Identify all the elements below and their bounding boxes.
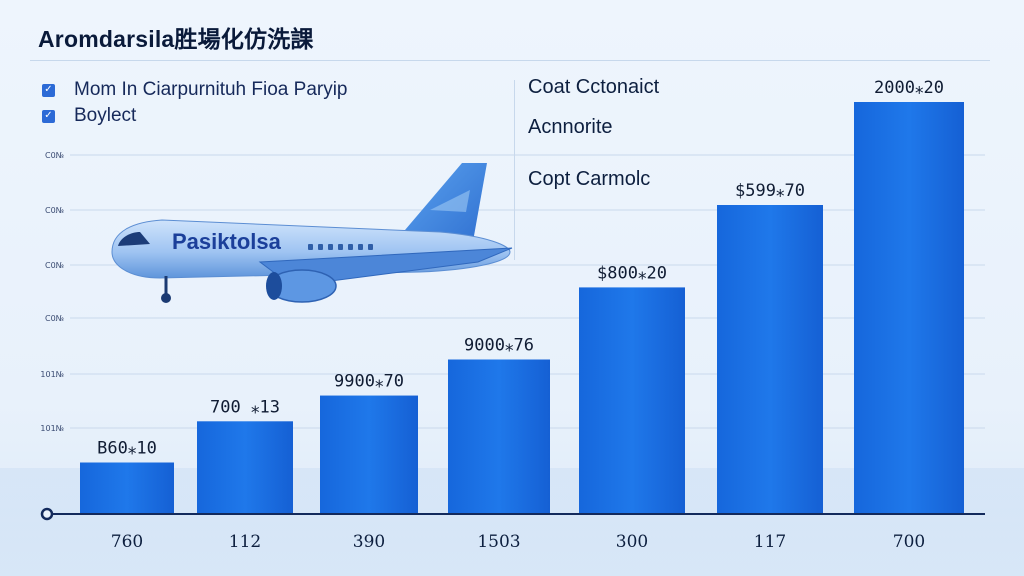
title-divider	[30, 60, 990, 61]
x-tick-label: 760	[111, 532, 143, 552]
bar	[854, 102, 964, 514]
x-tick-label: 1503	[477, 532, 520, 552]
bar	[320, 395, 418, 514]
y-tick-label: C0№	[45, 151, 65, 160]
legend-item: ✓ Boylect	[42, 104, 348, 128]
value-labels: B60⁎10 700 ⁎13 9900⁎70 9000⁎76 $800⁎20 $599⁎7…	[97, 78, 944, 459]
x-tick-label: 300	[616, 532, 648, 552]
y-tick-label: 101№	[40, 370, 64, 379]
bar	[197, 421, 293, 514]
data-label: 9900⁎70	[334, 372, 404, 392]
data-label: 9000⁎76	[464, 336, 534, 356]
y-tick-label: C0№	[45, 261, 65, 270]
annotation: Acnnorite	[528, 116, 613, 138]
data-label: B60⁎10	[97, 439, 157, 459]
legend-label: Boylect	[74, 105, 137, 126]
legend: ✓ Mom In Ciarpurnituh Fioa Paryip ✓ Boyl…	[42, 78, 348, 130]
y-tick-labels: C0№ C0№ C0№ C0№ 101№ 101№	[40, 151, 64, 433]
notes-divider	[514, 80, 515, 260]
y-tick-label: 101№	[40, 424, 64, 433]
chart-title: Aromdarsila胜場化仿洗課	[38, 26, 314, 52]
bar	[717, 205, 823, 514]
legend-item: ✓ Mom In Ciarpurnituh Fioa Paryip	[42, 78, 348, 102]
data-label: 2000⁎20	[874, 78, 944, 98]
bars	[80, 102, 964, 514]
checkbox-icon: ✓	[42, 109, 55, 123]
x-tick-label: 390	[353, 532, 385, 552]
airplane-livery: Pasiktolsa	[172, 229, 282, 254]
data-label: 700 ⁎13	[210, 397, 280, 417]
y-tick-label: C0№	[45, 314, 65, 323]
x-tick-label: 700	[893, 532, 925, 552]
category-labels: 760 112 390 1503 300 117 700	[111, 532, 925, 552]
x-tick-label: 112	[229, 532, 261, 552]
bar	[579, 287, 685, 514]
y-tick-label: C0№	[45, 206, 65, 215]
data-label: $800⁎20	[597, 263, 667, 283]
checkbox-icon: ✓	[42, 83, 55, 97]
data-label: $599⁎70	[735, 181, 805, 201]
annotation: Copt Carmolc	[528, 168, 651, 190]
bar	[448, 359, 550, 514]
annotation: Coat Cctonaict	[528, 76, 660, 98]
airplane-illustration: Pasiktolsa	[111, 163, 513, 303]
legend-label: Mom In Ciarpurnituh Fioa Paryip	[74, 79, 348, 100]
axis-origin-marker	[40, 507, 54, 521]
x-tick-label: 117	[754, 532, 786, 552]
bar	[80, 462, 174, 514]
